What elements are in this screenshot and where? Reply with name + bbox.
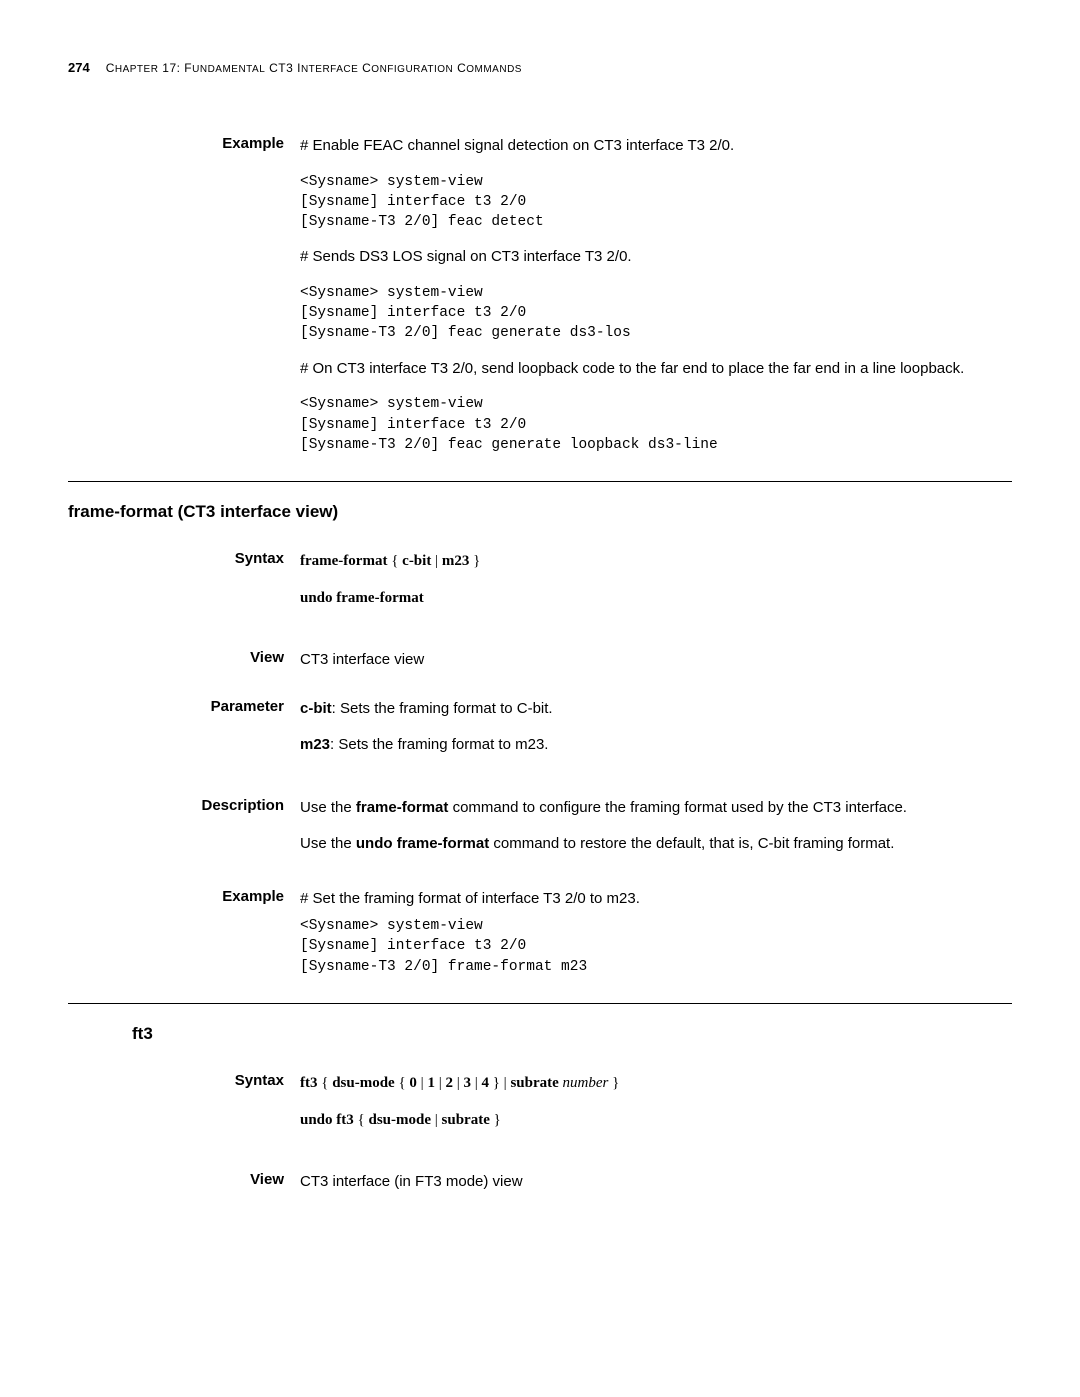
section-title-ft3: ft3: [132, 1024, 1012, 1044]
divider: [68, 481, 1012, 482]
description-text: Use the undo frame-format command to res…: [300, 833, 1012, 856]
ft3-syntax-section: Syntax ft3 { dsu-mode { 0 | 1 | 2 | 3 | …: [68, 1072, 1012, 1145]
description-text: Use the frame-format command to configur…: [300, 797, 1012, 820]
code-block: <Sysname> system-view [Sysname] interfac…: [300, 283, 1012, 344]
parameter-section: Parameter c-bit: Sets the framing format…: [68, 698, 1012, 771]
divider: [68, 1003, 1012, 1004]
syntax-label: Syntax: [68, 1072, 300, 1145]
view-label: View: [68, 1171, 300, 1194]
example2-section: Example # Set the framing format of inte…: [68, 888, 1012, 983]
syntax-line: frame-format { c-bit | m23 }: [300, 550, 1012, 573]
parameter-content: c-bit: Sets the framing format to C-bit.…: [300, 698, 1012, 771]
syntax-content: ft3 { dsu-mode { 0 | 1 | 2 | 3 | 4 } | s…: [300, 1072, 1012, 1145]
parameter-label: Parameter: [68, 698, 300, 771]
page-header: 274 CHAPTER 17: FUNDAMENTAL CT3 INTERFAC…: [68, 60, 1012, 75]
chapter-title: CHAPTER 17: FUNDAMENTAL CT3 INTERFACE CO…: [106, 61, 522, 75]
example-text: # Enable FEAC channel signal detection o…: [300, 135, 1012, 158]
example-label: Example: [68, 135, 300, 461]
syntax-section: Syntax frame-format { c-bit | m23 } undo…: [68, 550, 1012, 623]
description-content: Use the frame-format command to configur…: [300, 797, 1012, 870]
page-number: 274: [68, 60, 90, 75]
syntax-line: ft3 { dsu-mode { 0 | 1 | 2 | 3 | 4 } | s…: [300, 1072, 1012, 1095]
syntax-label: Syntax: [68, 550, 300, 623]
view-content: CT3 interface view: [300, 649, 1012, 672]
parameter-item: c-bit: Sets the framing format to C-bit.: [300, 698, 1012, 721]
example-content: # Set the framing format of interface T3…: [300, 888, 1012, 983]
code-block: <Sysname> system-view [Sysname] interfac…: [300, 916, 1012, 977]
syntax-content: frame-format { c-bit | m23 } undo frame-…: [300, 550, 1012, 623]
example-section: Example # Enable FEAC channel signal det…: [68, 135, 1012, 461]
description-label: Description: [68, 797, 300, 870]
example-content: # Enable FEAC channel signal detection o…: [300, 135, 1012, 461]
syntax-line: undo frame-format: [300, 587, 1012, 610]
code-block: <Sysname> system-view [Sysname] interfac…: [300, 172, 1012, 233]
example-text: # On CT3 interface T3 2/0, send loopback…: [300, 358, 1012, 381]
view-content: CT3 interface (in FT3 mode) view: [300, 1171, 1012, 1194]
example-label: Example: [68, 888, 300, 983]
view-section: View CT3 interface view: [68, 649, 1012, 672]
section-title-frame-format: frame-format (CT3 interface view): [68, 502, 1012, 522]
view-label: View: [68, 649, 300, 672]
parameter-item: m23: Sets the framing format to m23.: [300, 734, 1012, 757]
syntax-line: undo ft3 { dsu-mode | subrate }: [300, 1109, 1012, 1132]
ft3-view-section: View CT3 interface (in FT3 mode) view: [68, 1171, 1012, 1194]
example-text: # Set the framing format of interface T3…: [300, 888, 1012, 911]
example-text: # Sends DS3 LOS signal on CT3 interface …: [300, 246, 1012, 269]
code-block: <Sysname> system-view [Sysname] interfac…: [300, 394, 1012, 455]
description-section: Description Use the frame-format command…: [68, 797, 1012, 870]
